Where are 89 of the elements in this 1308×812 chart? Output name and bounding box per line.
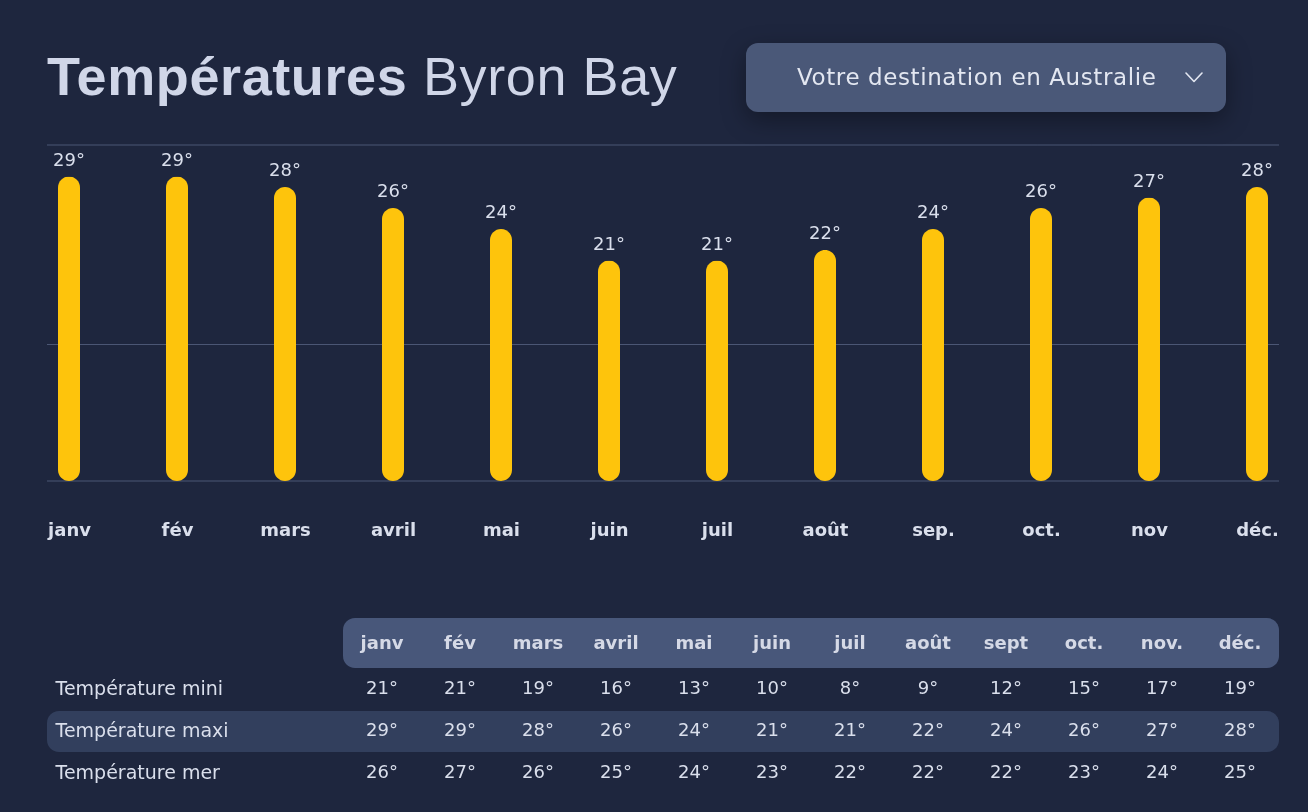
- bar: [922, 229, 944, 481]
- dropdown: Votre destination en Australie: [746, 43, 1226, 112]
- x-tick-label: nov: [1131, 518, 1169, 540]
- data-label: 25°: [600, 761, 632, 782]
- x-tick-label: mai: [482, 518, 521, 540]
- bar: [706, 260, 728, 481]
- data-label: 9°: [917, 677, 939, 698]
- data-label: 22°: [912, 719, 944, 740]
- data-label: 13°: [678, 677, 710, 698]
- x-tick-label: juil: [700, 518, 734, 540]
- data-label: 29°: [53, 148, 85, 170]
- data-label: 19°: [522, 677, 554, 698]
- bar: [1246, 187, 1268, 481]
- bar: [814, 250, 836, 481]
- bar: [166, 176, 188, 481]
- data-label: 21°: [444, 677, 476, 698]
- data-label: 29°: [161, 148, 193, 170]
- data-label: 24°: [678, 761, 710, 782]
- x-tick-label: mars: [260, 518, 311, 540]
- x-tick-label: avril: [370, 518, 417, 540]
- x-tick-label: juin: [752, 631, 791, 653]
- x-tick-label: juin: [589, 518, 629, 540]
- data-label: 21°: [701, 232, 733, 254]
- data-label: 27°: [1133, 169, 1165, 191]
- data-label: 21°: [366, 677, 398, 698]
- x-tick-label: janv: [359, 631, 404, 653]
- data-label: 22°: [834, 761, 866, 782]
- x-tick-label: fév: [444, 631, 477, 653]
- data-label: 21°: [756, 719, 788, 740]
- data-label: 22°: [990, 761, 1022, 782]
- y-tick-label: Température maxi: [54, 719, 229, 741]
- x-tick-label: déc.: [1236, 518, 1279, 540]
- x-tick-label: janv: [47, 518, 92, 540]
- data-label: 26°: [600, 719, 632, 740]
- data-label: 26°: [1068, 719, 1100, 740]
- data-label: 23°: [756, 761, 788, 782]
- x-tick-label: mai: [675, 631, 713, 653]
- x-tick-label: avril: [593, 631, 639, 653]
- data-label: 24°: [485, 201, 517, 222]
- data-label: 21°: [834, 719, 866, 740]
- data-label: 15°: [1068, 677, 1100, 698]
- data-label: 24°: [917, 201, 949, 222]
- data-label: 29°: [366, 719, 398, 740]
- x-tick-label: sep.: [912, 518, 955, 540]
- y-tick-label: Température mer: [54, 761, 221, 783]
- bar: [1138, 197, 1160, 481]
- data-label: 12°: [990, 677, 1022, 698]
- bar: [274, 187, 296, 481]
- data-label: 26°: [366, 761, 398, 782]
- data-label: 23°: [1068, 761, 1100, 782]
- bar: [1030, 208, 1052, 481]
- data-label: 24°: [678, 719, 710, 740]
- chart-title: Températures Byron Bay: [47, 46, 678, 106]
- data-label: 28°: [1224, 719, 1256, 740]
- x-tick-label: juil: [833, 631, 866, 653]
- data-label: 29°: [444, 719, 476, 740]
- data-label: 26°: [377, 180, 409, 201]
- data-label: 28°: [522, 719, 554, 740]
- data-label: 19°: [1224, 677, 1256, 698]
- data-label: 16°: [600, 677, 632, 698]
- data-label: 28°: [1241, 159, 1273, 180]
- x-tick-label: déc.: [1218, 631, 1262, 653]
- data-label: 27°: [444, 761, 476, 782]
- data-label: 27°: [1146, 719, 1178, 740]
- x-tick-label: août: [905, 631, 952, 653]
- x-tick-label: sept: [983, 631, 1029, 653]
- data-label: 17°: [1146, 677, 1178, 698]
- data-label: 8°: [839, 677, 861, 698]
- data-label: 22°: [912, 761, 944, 782]
- bar: [598, 260, 620, 481]
- y-tick-label: Température mini: [54, 677, 224, 699]
- data-label: 26°: [522, 761, 554, 782]
- x-tick-label: oct.: [1064, 631, 1104, 653]
- x-tick-label: mars: [512, 631, 564, 653]
- data-label: 22°: [809, 222, 841, 243]
- bar: [490, 229, 512, 481]
- x-tick-label: oct.: [1022, 518, 1061, 540]
- bar: [382, 208, 404, 481]
- data-label: 24°: [990, 719, 1022, 740]
- data-label: 21°: [593, 232, 625, 254]
- bar: [58, 176, 80, 481]
- data-label: 26°: [1025, 180, 1057, 201]
- data-label: 24°: [1146, 761, 1178, 782]
- data-label: 28°: [269, 159, 301, 180]
- data-label: 10°: [756, 677, 788, 698]
- x-tick-label: fév: [161, 518, 194, 540]
- data-label: 25°: [1224, 761, 1256, 782]
- x-tick-label: août: [802, 518, 849, 540]
- x-tick-label: nov.: [1140, 631, 1184, 653]
